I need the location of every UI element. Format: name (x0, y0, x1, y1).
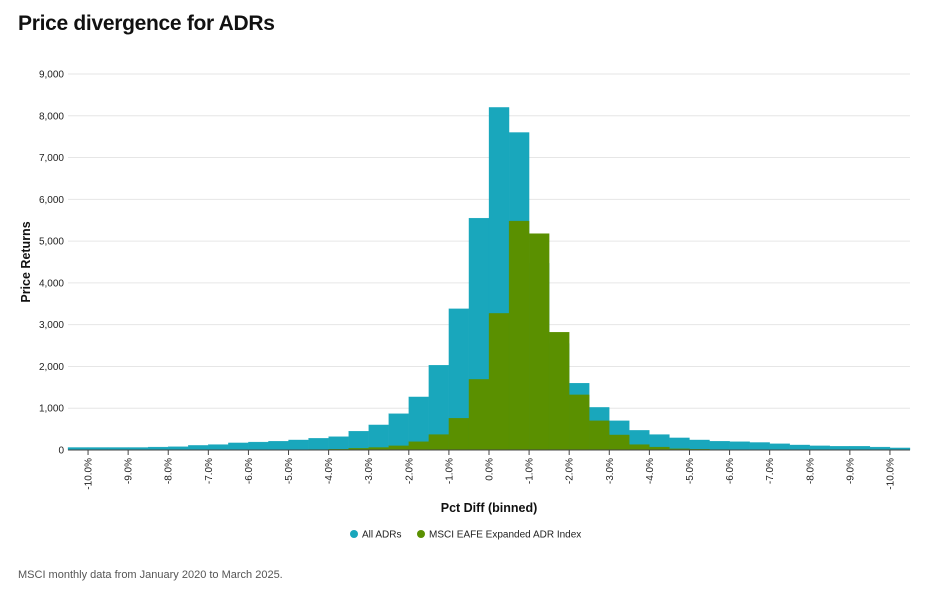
bar-msci-eafe (488, 313, 510, 451)
x-tick-label: -7.0% (765, 458, 776, 484)
bar-all-adrs (288, 439, 309, 451)
bar-all-adrs (328, 436, 349, 451)
x-axis-ticks: -10.0% -9.0% -8.0% -7.0% -6.0% -5.0% -4.0% -3.0… (84, 450, 896, 490)
bar-msci-eafe (528, 233, 550, 451)
x-tick-label: -5.0% (685, 458, 696, 484)
y-tick-label: 6,000 (39, 195, 64, 206)
bar-msci-eafe (589, 420, 610, 451)
x-tick-label: -1.0% (525, 458, 536, 484)
x-tick-label: 0.0% (485, 458, 496, 481)
bar-all-adrs (689, 439, 710, 451)
x-tick-label: -2.0% (565, 458, 576, 484)
x-tick-label: -4.0% (324, 458, 335, 484)
y-tick-label: 9,000 (39, 70, 64, 81)
bar-all-adrs (208, 444, 229, 451)
series-msci-eafe (308, 220, 730, 451)
legend-label-msci: MSCI EAFE Expanded ADR Index (429, 530, 581, 541)
bar-msci-eafe (569, 394, 590, 451)
bar-msci-eafe (609, 434, 630, 451)
footnote: MSCI monthly data from January 2020 to M… (18, 569, 283, 581)
legend-marker-msci (417, 530, 425, 538)
x-tick-label: -8.0% (164, 458, 175, 484)
x-axis-label: Pct Diff (binned) (441, 501, 538, 515)
y-tick-label: 2,000 (39, 362, 64, 373)
x-tick-label: -9.0% (124, 458, 135, 484)
y-tick-label: 4,000 (39, 278, 64, 289)
y-tick-label: 7,000 (39, 153, 64, 164)
x-tick-label: -1.0% (444, 458, 455, 484)
bar-all-adrs (829, 446, 851, 451)
bar-all-adrs (769, 443, 790, 451)
chart-title: Price divergence for ADRs (18, 12, 275, 35)
x-tick-label: -8.0% (805, 458, 816, 484)
y-tick-label: 0 (58, 446, 64, 457)
x-tick-label: -3.0% (605, 458, 616, 484)
bar-all-adrs (849, 446, 871, 451)
legend: All ADRs MSCI EAFE Expanded ADR Index (350, 530, 581, 541)
bar-msci-eafe (428, 434, 450, 451)
x-tick-label: -5.0% (284, 458, 295, 484)
bar-msci-eafe (388, 445, 409, 451)
bar-msci-eafe (448, 418, 470, 451)
y-tick-label: 3,000 (39, 320, 64, 331)
bar-all-adrs (388, 413, 409, 451)
bar-all-adrs (368, 424, 389, 451)
y-tick-label: 5,000 (39, 237, 64, 248)
bar-all-adrs (168, 446, 189, 451)
y-tick-label: 1,000 (39, 404, 64, 415)
x-tick-label: -3.0% (364, 458, 375, 484)
y-tick-label: 8,000 (39, 111, 64, 122)
bar-all-adrs (308, 438, 329, 451)
y-axis-label: Price Returns (19, 221, 33, 302)
bar-msci-eafe (408, 441, 430, 451)
x-tick-label: -6.0% (725, 458, 736, 484)
x-tick-label: -10.0% (84, 458, 95, 490)
bar-msci-eafe (548, 332, 570, 451)
bar-all-adrs (228, 442, 249, 451)
x-tick-label: -10.0% (885, 458, 896, 490)
bar-all-adrs (348, 431, 369, 451)
x-tick-label: -4.0% (645, 458, 656, 484)
bar-all-adrs (268, 441, 289, 451)
bar-all-adrs (749, 442, 770, 451)
bar-msci-eafe (468, 379, 490, 451)
bar-all-adrs (669, 437, 690, 451)
legend-marker-all-adrs (350, 530, 358, 538)
x-tick-label: -2.0% (404, 458, 415, 484)
bar-msci-eafe (508, 220, 530, 451)
legend-label-all-adrs: All ADRs (362, 530, 401, 541)
bar-all-adrs (248, 441, 269, 451)
x-tick-label: -6.0% (244, 458, 255, 484)
x-tick-label: -9.0% (845, 458, 856, 484)
bar-all-adrs (789, 444, 810, 451)
bar-all-adrs (709, 441, 730, 451)
bar-all-adrs (729, 441, 750, 451)
bar-msci-eafe (629, 444, 650, 451)
bar-all-adrs (188, 445, 209, 451)
bar-all-adrs (809, 445, 830, 451)
y-axis-ticks: 0 1,000 2,000 3,000 4,000 5,000 6,000 7,000 8,00… (39, 70, 64, 457)
x-tick-label: -7.0% (204, 458, 215, 484)
